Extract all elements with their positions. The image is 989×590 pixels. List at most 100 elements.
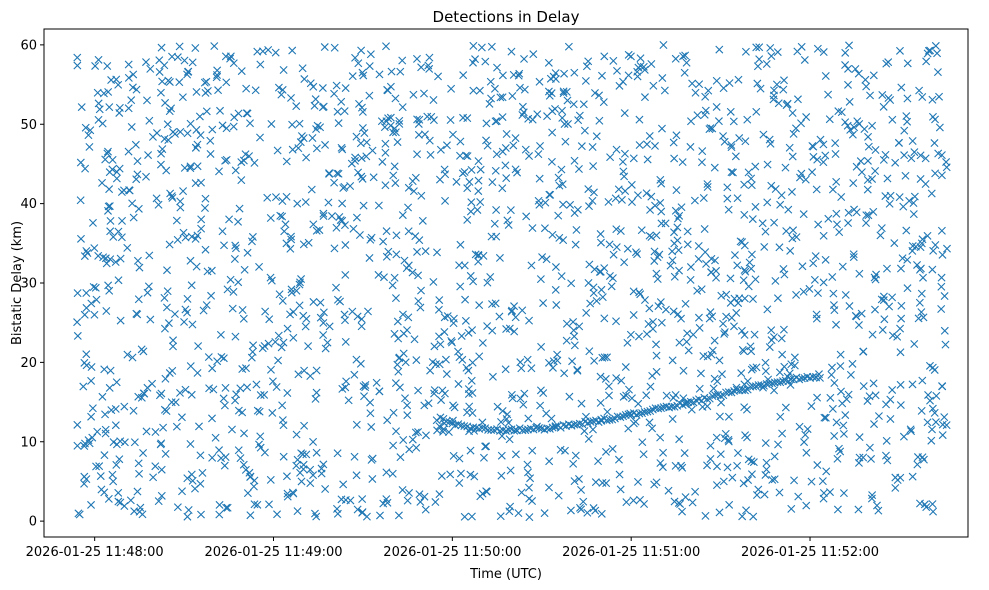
noise-point bbox=[763, 305, 772, 314]
noise-point bbox=[368, 146, 377, 155]
noise-point bbox=[496, 93, 505, 102]
noise-point bbox=[566, 506, 575, 515]
noise-point bbox=[643, 155, 652, 164]
noise-point bbox=[181, 385, 190, 394]
noise-point bbox=[767, 326, 776, 335]
noise-point bbox=[333, 449, 342, 458]
noise-point bbox=[413, 150, 422, 159]
noise-point bbox=[850, 123, 859, 132]
noise-point bbox=[569, 459, 578, 468]
noise-point bbox=[928, 95, 937, 104]
noise-point bbox=[505, 507, 514, 516]
noise-point bbox=[225, 215, 234, 224]
noise-point bbox=[775, 243, 784, 252]
noise-point bbox=[243, 109, 252, 118]
noise-point bbox=[671, 54, 680, 63]
noise-point bbox=[533, 110, 542, 119]
noise-point bbox=[855, 269, 864, 278]
noise-point bbox=[241, 150, 250, 159]
noise-point bbox=[476, 198, 485, 207]
noise-point bbox=[325, 322, 334, 331]
noise-point bbox=[598, 478, 607, 487]
noise-point bbox=[475, 301, 484, 310]
noise-point bbox=[744, 476, 753, 485]
noise-point bbox=[317, 464, 326, 473]
noise-point bbox=[355, 231, 364, 239]
noise-point bbox=[367, 233, 376, 242]
noise-point bbox=[598, 293, 607, 302]
noise-point bbox=[216, 106, 225, 115]
noise-point bbox=[699, 194, 708, 203]
noise-point bbox=[681, 299, 690, 308]
noise-point bbox=[116, 498, 125, 507]
noise-point bbox=[344, 396, 353, 405]
noise-point bbox=[885, 302, 894, 311]
noise-point bbox=[109, 438, 118, 447]
noise-point bbox=[157, 149, 166, 158]
noise-point bbox=[895, 46, 904, 55]
noise-point bbox=[845, 41, 854, 50]
noise-point bbox=[87, 363, 96, 371]
noise-point bbox=[191, 143, 200, 152]
noise-point bbox=[727, 143, 736, 152]
noise-point bbox=[210, 42, 219, 51]
noise-point bbox=[115, 108, 124, 117]
noise-point bbox=[354, 168, 363, 177]
noise-point bbox=[679, 52, 688, 61]
noise-point bbox=[677, 314, 686, 323]
noise-point bbox=[862, 82, 871, 91]
noise-point bbox=[821, 151, 830, 160]
noise-point bbox=[861, 75, 870, 84]
noise-point bbox=[129, 213, 138, 222]
noise-point bbox=[295, 119, 304, 128]
noise-point bbox=[727, 168, 736, 177]
noise-point bbox=[826, 393, 835, 402]
noise-point bbox=[366, 398, 375, 407]
noise-point bbox=[217, 454, 226, 463]
noise-point bbox=[766, 43, 775, 52]
noise-point bbox=[321, 344, 330, 353]
noise-point bbox=[693, 111, 702, 120]
noise-point bbox=[395, 116, 404, 125]
noise-point bbox=[625, 385, 633, 394]
noise-point bbox=[706, 441, 715, 450]
noise-point bbox=[319, 460, 328, 469]
noise-point bbox=[906, 425, 915, 434]
noise-point bbox=[209, 385, 218, 394]
noise-point bbox=[570, 209, 579, 218]
noise-point bbox=[624, 424, 633, 433]
noise-point bbox=[169, 336, 178, 345]
noise-point bbox=[903, 59, 912, 68]
noise-point bbox=[502, 174, 511, 183]
noise-point bbox=[627, 198, 636, 206]
noise-point bbox=[629, 154, 638, 163]
noise-point bbox=[332, 81, 341, 90]
noise-point bbox=[776, 200, 785, 209]
noise-point bbox=[937, 171, 946, 180]
noise-point bbox=[842, 395, 851, 404]
noise-point bbox=[213, 357, 222, 366]
noise-point bbox=[393, 360, 402, 369]
noise-point bbox=[559, 236, 568, 245]
noise-point bbox=[801, 430, 810, 439]
noise-point bbox=[337, 143, 346, 152]
noise-point bbox=[358, 124, 367, 133]
noise-point bbox=[859, 453, 868, 462]
noise-point bbox=[930, 365, 939, 374]
noise-point bbox=[524, 483, 533, 492]
y-tick-label: 60 bbox=[20, 38, 37, 53]
noise-point bbox=[296, 278, 304, 287]
noise-point bbox=[469, 86, 478, 95]
noise-point bbox=[193, 162, 202, 171]
noise-point bbox=[250, 500, 259, 509]
noise-point bbox=[379, 273, 388, 282]
noise-point bbox=[384, 114, 393, 123]
noise-point bbox=[810, 275, 819, 284]
noise-point bbox=[527, 364, 536, 373]
noise-point bbox=[701, 511, 710, 520]
noise-point bbox=[626, 330, 635, 339]
noise-point bbox=[611, 194, 620, 203]
noise-point bbox=[505, 435, 514, 444]
noise-point bbox=[765, 343, 774, 352]
noise-point bbox=[497, 418, 505, 427]
